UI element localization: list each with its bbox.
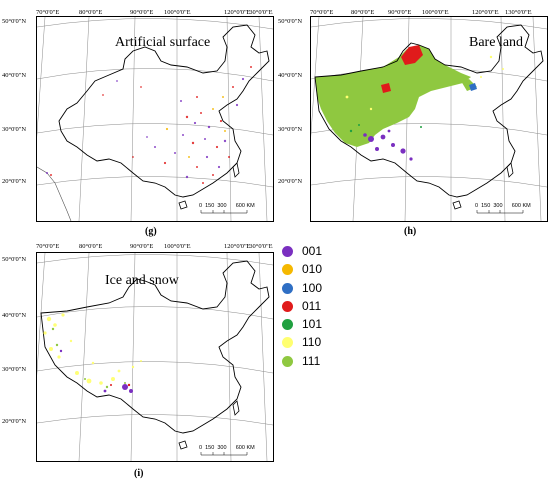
legend-item: 011 <box>282 299 362 317</box>
hainan-island <box>452 200 462 210</box>
bare-land-green-scatter <box>349 124 422 133</box>
legend-swatch <box>282 282 293 294</box>
legend-item: 100 <box>282 281 362 299</box>
china-outline <box>40 260 270 434</box>
legend-swatch <box>282 300 293 312</box>
legend-label: 101 <box>302 317 323 332</box>
lon-label: 100°0'0"E <box>164 243 191 250</box>
legend-swatch <box>282 319 293 331</box>
artificial-surface-pixels <box>46 66 252 184</box>
lon-label: 130°0'0"E <box>246 243 273 250</box>
scale-labels: 0 150 300 600 KM <box>475 203 531 209</box>
china-map-svg <box>37 17 273 221</box>
lat-label: 20°0'0"N <box>2 178 27 185</box>
lat-label: 30°0'0"N <box>2 366 27 373</box>
legend-label: 110 <box>302 335 322 350</box>
lat-label: 30°0'0"N <box>278 126 303 133</box>
ice-snow-green-pixels <box>51 327 126 389</box>
legend-swatch <box>282 264 293 276</box>
bare-land-red-region <box>401 45 423 65</box>
china-map-svg <box>311 17 547 221</box>
panel-label: (h) <box>404 226 417 237</box>
ice-snow-yellow-pixels <box>43 313 142 385</box>
lat-label: 50°0'0"N <box>278 18 303 25</box>
bare-land-purple-pixels <box>363 129 413 161</box>
taiwan-island <box>232 400 240 416</box>
lon-label: 130°0'0"E <box>505 9 532 16</box>
legend-item: 010 <box>282 262 362 280</box>
lon-label: 70°0'0"E <box>310 9 334 16</box>
legend-label: 010 <box>302 262 323 277</box>
map-frame: Ice and snow 0 150 300 600 KM <box>36 252 274 462</box>
scale-bar <box>476 210 524 214</box>
map-frame: Bare land 0 150 300 600 KM <box>310 16 548 222</box>
panel-artificial-surface: 70°0'0"E 80°0'0"E 90°0'0"E 100°0'0"E 120… <box>0 0 274 240</box>
taiwan-island <box>506 162 514 178</box>
taiwan-island <box>232 162 240 178</box>
scale-bar <box>200 452 248 456</box>
map-title: Bare land <box>469 35 524 50</box>
panel-label: (i) <box>134 468 144 479</box>
lat-label: 20°0'0"N <box>278 178 303 185</box>
bare-land-red-spot <box>381 83 391 93</box>
map-title: Artificial surface <box>115 35 211 50</box>
bare-land-yellow-scatter <box>345 55 504 111</box>
lat-label: 20°0'0"N <box>2 418 27 425</box>
scale-labels: 0 150 300 600 KM <box>199 203 255 209</box>
lon-label: 80°0'0"E <box>79 243 103 250</box>
bare-land-region <box>315 45 471 147</box>
lon-label: 90°0'0"E <box>130 243 154 250</box>
legend-item: 101 <box>282 317 362 335</box>
legend-item: 111 <box>282 354 362 372</box>
lon-label: 70°0'0"E <box>36 9 60 16</box>
lon-label: 120°0'0"E <box>224 243 251 250</box>
lon-label: 100°0'0"E <box>422 9 449 16</box>
legend-label: 100 <box>302 280 323 295</box>
map-title: Ice and snow <box>105 273 179 288</box>
lon-label: 80°0'0"E <box>79 9 103 16</box>
legend: 001 010 100 011 101 110 111 <box>282 244 362 372</box>
lon-label: 90°0'0"E <box>130 9 154 16</box>
china-map-svg <box>37 253 273 461</box>
legend-swatch <box>282 355 293 367</box>
scale-labels: 0 150 300 600 KM <box>199 445 255 451</box>
map-frame: Artificial surface 0 150 300 600 KM <box>36 16 274 222</box>
lat-label: 30°0'0"N <box>2 126 27 133</box>
panel-bare-land: 70°0'0"E 80°0'0"E 90°0'0"E 100°0'0"E 120… <box>276 0 550 240</box>
lon-label: 120°0'0"E <box>472 9 499 16</box>
ice-snow-purple-pixels <box>59 349 133 393</box>
hainan-island <box>178 440 188 450</box>
lon-label: 120°0'0"E <box>224 9 251 16</box>
lat-label: 40°0'0"N <box>2 72 27 79</box>
lat-label: 50°0'0"N <box>2 18 27 25</box>
lat-label: 50°0'0"N <box>2 256 27 263</box>
legend-swatch <box>282 246 293 257</box>
lon-label: 80°0'0"E <box>351 9 375 16</box>
lon-label: 90°0'0"E <box>388 9 412 16</box>
india-coast <box>37 166 72 221</box>
legend-swatch <box>282 337 293 349</box>
lon-label: 100°0'0"E <box>164 9 191 16</box>
hainan-island <box>178 200 188 210</box>
scale-bar <box>200 210 248 214</box>
china-outline <box>314 24 544 198</box>
lon-label: 130°0'0"E <box>246 9 273 16</box>
bare-land-blue-spot <box>469 83 477 91</box>
ice-snow-red-pixels <box>110 383 131 387</box>
lat-label: 40°0'0"N <box>2 312 27 319</box>
lon-label: 70°0'0"E <box>36 243 60 250</box>
legend-item: 110 <box>282 335 362 353</box>
legend-label: 011 <box>302 298 322 313</box>
legend-label: 111 <box>302 353 321 368</box>
china-outline <box>58 24 270 198</box>
lat-label: 40°0'0"N <box>278 72 303 79</box>
legend-label: 001 <box>302 244 323 258</box>
panel-ice-and-snow: 70°0'0"E 80°0'0"E 90°0'0"E 100°0'0"E 120… <box>0 242 274 485</box>
legend-item: 001 <box>282 244 362 262</box>
panel-label: (g) <box>145 226 157 237</box>
